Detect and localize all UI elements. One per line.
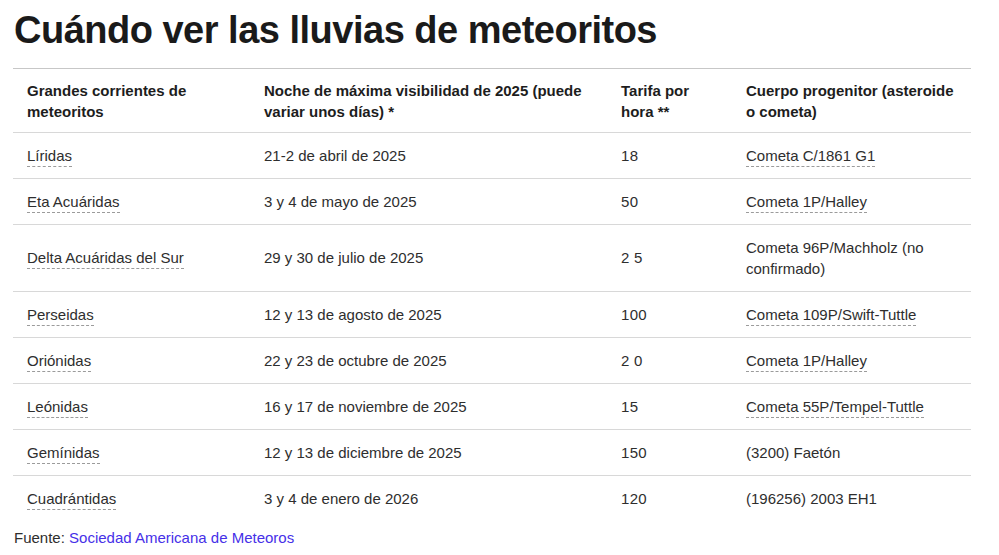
parent-body-text: (3200) Faetón: [746, 444, 840, 461]
hourly-rate-cell: 120: [607, 475, 732, 521]
table-row: Delta Acuáridas del Sur 29 y 30 de julio…: [13, 224, 971, 291]
hourly-rate-cell: 2 5: [607, 224, 732, 291]
parent-body-text: Cometa 96P/Machholz (no confirmado): [746, 239, 924, 277]
table-row: Líridas 21-2 de abril de 2025 18 Cometa …: [13, 132, 971, 178]
parent-body-cell: Cometa 109P/Swift-Tuttle: [732, 291, 971, 337]
peak-date-cell: 22 y 23 de octubre de 2025: [250, 337, 607, 383]
column-header-streams: Grandes corrientes de meteoritos: [13, 68, 250, 132]
peak-date-cell: 3 y 4 de mayo de 2025: [250, 178, 607, 224]
shower-name-cell: Delta Acuáridas del Sur: [13, 224, 250, 291]
column-header-parent-body: Cuerpo progenitor (asteroide o cometa): [732, 68, 971, 132]
table-row: Cuadrántidas 3 y 4 de enero de 2026 120 …: [13, 475, 971, 521]
shower-name-cell: Perseidas: [13, 291, 250, 337]
hourly-rate-cell: 18: [607, 132, 732, 178]
parent-body-cell: Cometa 1P/Halley: [732, 178, 971, 224]
column-header-hourly-rate: Tarifa por hora **: [607, 68, 732, 132]
source-line: Fuente: Sociedad Americana de Meteoros: [14, 528, 971, 548]
peak-date-cell: 12 y 13 de diciembre de 2025: [250, 429, 607, 475]
page-title: Cuándo ver las lluvias de meteoritos: [13, 0, 971, 68]
shower-name-cell: Cuadrántidas: [13, 475, 250, 521]
parent-body-cell: Cometa 55P/Tempel-Tuttle: [732, 383, 971, 429]
content-wrapper: Cuándo ver las lluvias de meteoritos Gra…: [13, 0, 971, 548]
parent-body-text: (196256) 2003 EH1: [746, 490, 877, 507]
table-row: Leónidas 16 y 17 de noviembre de 2025 15…: [13, 383, 971, 429]
table-row: Perseidas 12 y 13 de agosto de 2025 100 …: [13, 291, 971, 337]
peak-date-cell: 16 y 17 de noviembre de 2025: [250, 383, 607, 429]
parent-body-cell: Cometa C/1861 G1: [732, 132, 971, 178]
parent-body-term[interactable]: Cometa 109P/Swift-Tuttle: [746, 306, 916, 326]
shower-term[interactable]: Delta Acuáridas del Sur: [27, 249, 184, 269]
parent-body-term[interactable]: Cometa 1P/Halley: [746, 352, 867, 372]
parent-body-cell: (196256) 2003 EH1: [732, 475, 971, 521]
shower-name-cell: Oriónidas: [13, 337, 250, 383]
hourly-rate-cell: 50: [607, 178, 732, 224]
shower-name-cell: Gemínidas: [13, 429, 250, 475]
table-row: Oriónidas 22 y 23 de octubre de 2025 2 0…: [13, 337, 971, 383]
peak-date-cell: 21-2 de abril de 2025: [250, 132, 607, 178]
parent-body-cell: (3200) Faetón: [732, 429, 971, 475]
parent-body-term[interactable]: Cometa 1P/Halley: [746, 193, 867, 213]
hourly-rate-cell: 15: [607, 383, 732, 429]
table-header: Grandes corrientes de meteoritos Noche d…: [13, 68, 971, 132]
hourly-rate-cell: 100: [607, 291, 732, 337]
parent-body-term[interactable]: Cometa 55P/Tempel-Tuttle: [746, 398, 924, 418]
page: Cuándo ver las lluvias de meteoritos Gra…: [0, 0, 999, 555]
parent-body-cell: Cometa 1P/Halley: [732, 337, 971, 383]
peak-date-cell: 3 y 4 de enero de 2026: [250, 475, 607, 521]
table-row: Gemínidas 12 y 13 de diciembre de 2025 1…: [13, 429, 971, 475]
hourly-rate-cell: 150: [607, 429, 732, 475]
table-body: Líridas 21-2 de abril de 2025 18 Cometa …: [13, 132, 971, 521]
hourly-rate-cell: 2 0: [607, 337, 732, 383]
table-row: Eta Acuáridas 3 y 4 de mayo de 2025 50 C…: [13, 178, 971, 224]
shower-term[interactable]: Cuadrántidas: [27, 490, 116, 510]
meteor-showers-table: Grandes corrientes de meteoritos Noche d…: [13, 68, 971, 521]
column-header-peak-night: Noche de máxima visibilidad de 2025 (pue…: [250, 68, 607, 132]
shower-term[interactable]: Eta Acuáridas: [27, 193, 120, 213]
shower-term[interactable]: Gemínidas: [27, 444, 100, 464]
shower-name-cell: Líridas: [13, 132, 250, 178]
peak-date-cell: 12 y 13 de agosto de 2025: [250, 291, 607, 337]
parent-body-term[interactable]: Cometa C/1861 G1: [746, 147, 875, 167]
shower-name-cell: Leónidas: [13, 383, 250, 429]
header-row: Grandes corrientes de meteoritos Noche d…: [13, 68, 971, 132]
shower-term[interactable]: Leónidas: [27, 398, 88, 418]
peak-date-cell: 29 y 30 de julio de 2025: [250, 224, 607, 291]
source-label: Fuente:: [14, 529, 65, 546]
shower-term[interactable]: Perseidas: [27, 306, 94, 326]
shower-term[interactable]: Líridas: [27, 147, 72, 167]
source-link[interactable]: Sociedad Americana de Meteoros: [69, 529, 294, 546]
parent-body-cell: Cometa 96P/Machholz (no confirmado): [732, 224, 971, 291]
shower-term[interactable]: Oriónidas: [27, 352, 91, 372]
shower-name-cell: Eta Acuáridas: [13, 178, 250, 224]
